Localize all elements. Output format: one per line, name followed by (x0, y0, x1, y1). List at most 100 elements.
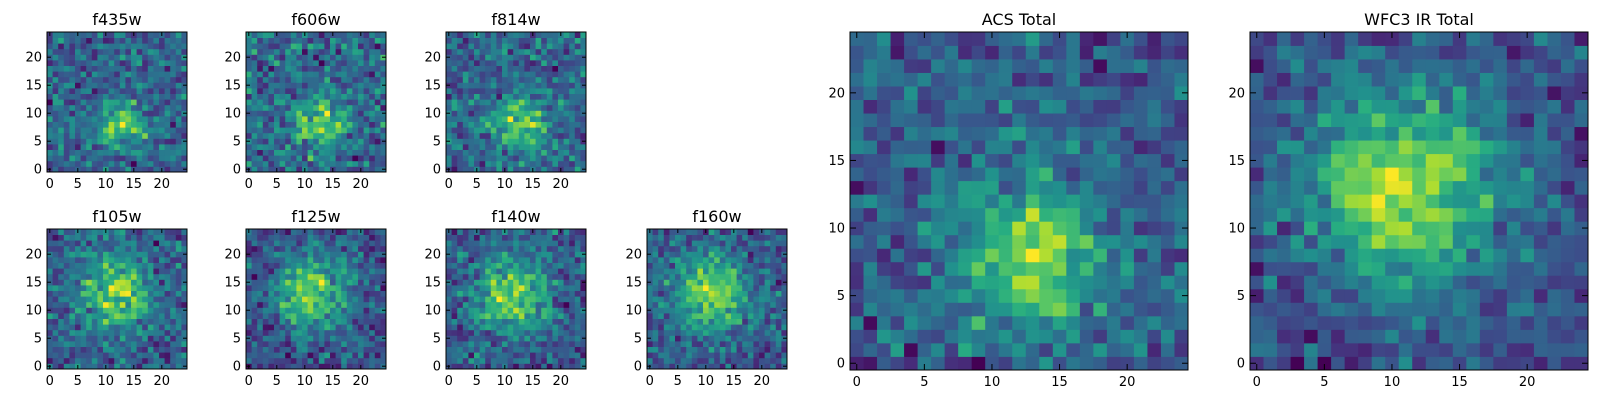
heatmap-cell (335, 296, 342, 303)
heatmap-cell (546, 257, 553, 263)
heatmap-cell (985, 342, 1000, 357)
heatmap-cell (468, 273, 475, 280)
heatmap-cell (341, 116, 348, 122)
heatmap-cell (86, 138, 93, 145)
heatmap-cell (697, 329, 704, 336)
heatmap-cell (457, 166, 464, 173)
heatmap-cell (971, 248, 986, 263)
heatmap-cell (279, 132, 286, 139)
heatmap-cell (290, 48, 297, 55)
heatmap-cell (318, 240, 325, 247)
heatmap-cell (1093, 288, 1108, 303)
heatmap-cell (358, 144, 364, 150)
heatmap-cell (468, 251, 475, 258)
heatmap-cell (358, 245, 364, 252)
heatmap-cell (380, 155, 387, 162)
heatmap-cell (153, 279, 160, 286)
heatmap-cell (136, 257, 143, 263)
heatmap-cell (1025, 194, 1040, 209)
heatmap-cell (352, 346, 359, 353)
heatmap-cell (262, 346, 269, 353)
heatmap-cell (302, 268, 308, 275)
heatmap-cell (680, 324, 687, 331)
heatmap-cell (663, 341, 670, 347)
heatmap-cell (563, 335, 570, 342)
heatmap-cell (719, 262, 726, 269)
heatmap-cell (307, 132, 314, 139)
heatmap-cell (485, 127, 492, 134)
heatmap-cell (468, 160, 475, 167)
heatmap-cell (63, 324, 70, 331)
heatmap-cell (569, 32, 576, 38)
heatmap-cell (164, 32, 171, 38)
heatmap-cell (346, 335, 353, 342)
heatmap-cell (1066, 234, 1081, 249)
heatmap-cell (330, 99, 336, 106)
heatmap-cell (944, 275, 959, 290)
heatmap-cell (69, 313, 76, 319)
heatmap-cell (507, 301, 514, 308)
heatmap-cell (462, 144, 469, 150)
heatmap-cell (341, 76, 348, 83)
heatmap-cell (468, 93, 475, 100)
heatmap-cell (159, 71, 165, 78)
heatmap-cell (335, 329, 342, 336)
heatmap-cell (518, 324, 525, 331)
heatmap-cell (775, 262, 782, 269)
heatmap-cell (1012, 248, 1027, 263)
heatmap-cell (285, 352, 292, 359)
heatmap-cell (307, 93, 314, 100)
heatmap-cell (574, 71, 581, 78)
heatmap-cell (546, 116, 553, 122)
heatmap-cell (714, 279, 721, 286)
heatmap-cell (302, 160, 308, 167)
heatmap-cell (363, 273, 370, 280)
heatmap-cell (462, 346, 469, 353)
heatmap-cell (352, 296, 359, 303)
heatmap-cell (58, 155, 65, 162)
heatmap-cell (369, 301, 376, 308)
heatmap-cell (103, 76, 109, 83)
heatmap-cell (262, 37, 269, 44)
heatmap-cell (142, 313, 149, 319)
heatmap-cell (363, 43, 370, 50)
heatmap-cell (1133, 275, 1148, 290)
heatmap-cell (279, 37, 286, 44)
heatmap-cell (352, 307, 359, 314)
heatmap-cell (318, 257, 325, 263)
heatmap-cell (658, 324, 665, 331)
heatmap-cell (142, 318, 149, 325)
heatmap-cell (569, 268, 576, 275)
heatmap-cell (47, 290, 53, 297)
heatmap-cell (262, 268, 269, 275)
heatmap-cell (352, 251, 359, 258)
heatmap-cell (485, 155, 492, 162)
heatmap-cell (131, 296, 137, 303)
heatmap-cell (985, 261, 1000, 276)
heatmap-cell (1066, 248, 1081, 263)
heatmap-cell (457, 240, 464, 247)
heatmap-cell (313, 166, 320, 173)
heatmap-cell (507, 357, 514, 364)
heatmap-cell (507, 166, 514, 173)
heatmap-cell (257, 93, 264, 100)
heatmap-cell (164, 93, 171, 100)
heatmap-cell (324, 268, 331, 275)
heatmap-cell (58, 363, 65, 370)
heatmap-cell (131, 155, 137, 162)
heatmap-cell (324, 65, 331, 72)
heatmap-cell (535, 155, 542, 162)
heatmap-cell (159, 335, 165, 342)
heatmap-cell (91, 257, 98, 263)
heatmap-cell (1147, 342, 1162, 357)
heatmap-cell (775, 363, 782, 370)
heatmap-cell (159, 262, 165, 269)
heatmap-cell (479, 88, 486, 94)
heatmap-cell (324, 138, 331, 145)
heatmap-cell (285, 99, 292, 106)
heatmap-cell (380, 121, 387, 128)
heatmap-cell (931, 167, 946, 182)
heatmap-cell (318, 71, 325, 78)
heatmap-cell (170, 60, 177, 66)
